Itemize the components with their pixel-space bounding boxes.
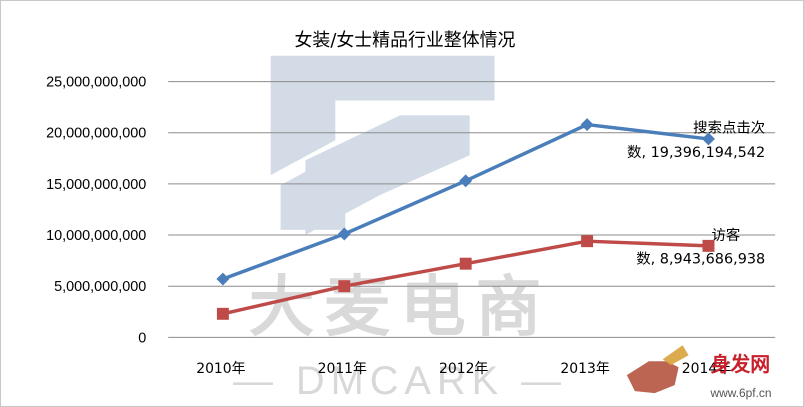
x-tick-label: 2011年 bbox=[318, 361, 367, 377]
gridlines bbox=[168, 81, 776, 338]
y-axis: 0 5,000,000,000 10,000,000,000 15,000,000,0… bbox=[46, 75, 146, 347]
y-tick-label: 25,000,000,000 bbox=[46, 75, 146, 91]
search-clicks-point bbox=[459, 174, 473, 188]
x-tick-label: 2013年 bbox=[560, 361, 609, 377]
search-clicks-point bbox=[337, 227, 351, 241]
y-tick-label: 20,000,000,000 bbox=[46, 126, 146, 142]
y-tick-label: 0 bbox=[138, 330, 146, 346]
search-clicks-point bbox=[580, 118, 594, 132]
watermark-logo bbox=[270, 55, 495, 235]
corner-logo-text: 身发网 bbox=[710, 352, 770, 376]
corner-logo: 身发网 www.6pf.cn bbox=[626, 345, 772, 400]
visitors-point bbox=[581, 235, 594, 248]
visitors-point bbox=[338, 280, 351, 293]
y-tick-label: 5,000,000,000 bbox=[54, 279, 146, 295]
search-clicks-point bbox=[216, 272, 230, 286]
visitors-point bbox=[216, 307, 229, 320]
x-axis: 2010年 2011年 2012年 2013年 2014年 bbox=[196, 361, 731, 377]
x-tick-label: 2012年 bbox=[439, 361, 488, 377]
visitor-series-label-line1: 访客 bbox=[712, 227, 741, 244]
visitors-point bbox=[459, 257, 472, 270]
search-clicks-point bbox=[702, 132, 715, 146]
visitors-point bbox=[702, 239, 715, 252]
chart-title: 女装/女士精品行业整体情况 bbox=[295, 30, 516, 51]
x-tick-label: 2010年 bbox=[196, 361, 245, 377]
y-tick-label: 10,000,000,000 bbox=[46, 228, 146, 244]
y-tick-label: 15,000,000,000 bbox=[46, 177, 146, 193]
watermark-brand-cn: 大麦电商 bbox=[249, 269, 551, 345]
visitor-series-label-line2: 数, 8,943,686,938 bbox=[636, 251, 765, 268]
search-series-label-line1: 搜索点击次 bbox=[693, 119, 765, 136]
watermark-brand-en: — DMCARK — bbox=[233, 359, 567, 403]
corner-logo-url: www.6pf.cn bbox=[709, 386, 771, 400]
search-series-label-line2: 数, 19,396,194,542 bbox=[627, 144, 765, 161]
x-tick-label: 2014年 bbox=[682, 361, 731, 377]
